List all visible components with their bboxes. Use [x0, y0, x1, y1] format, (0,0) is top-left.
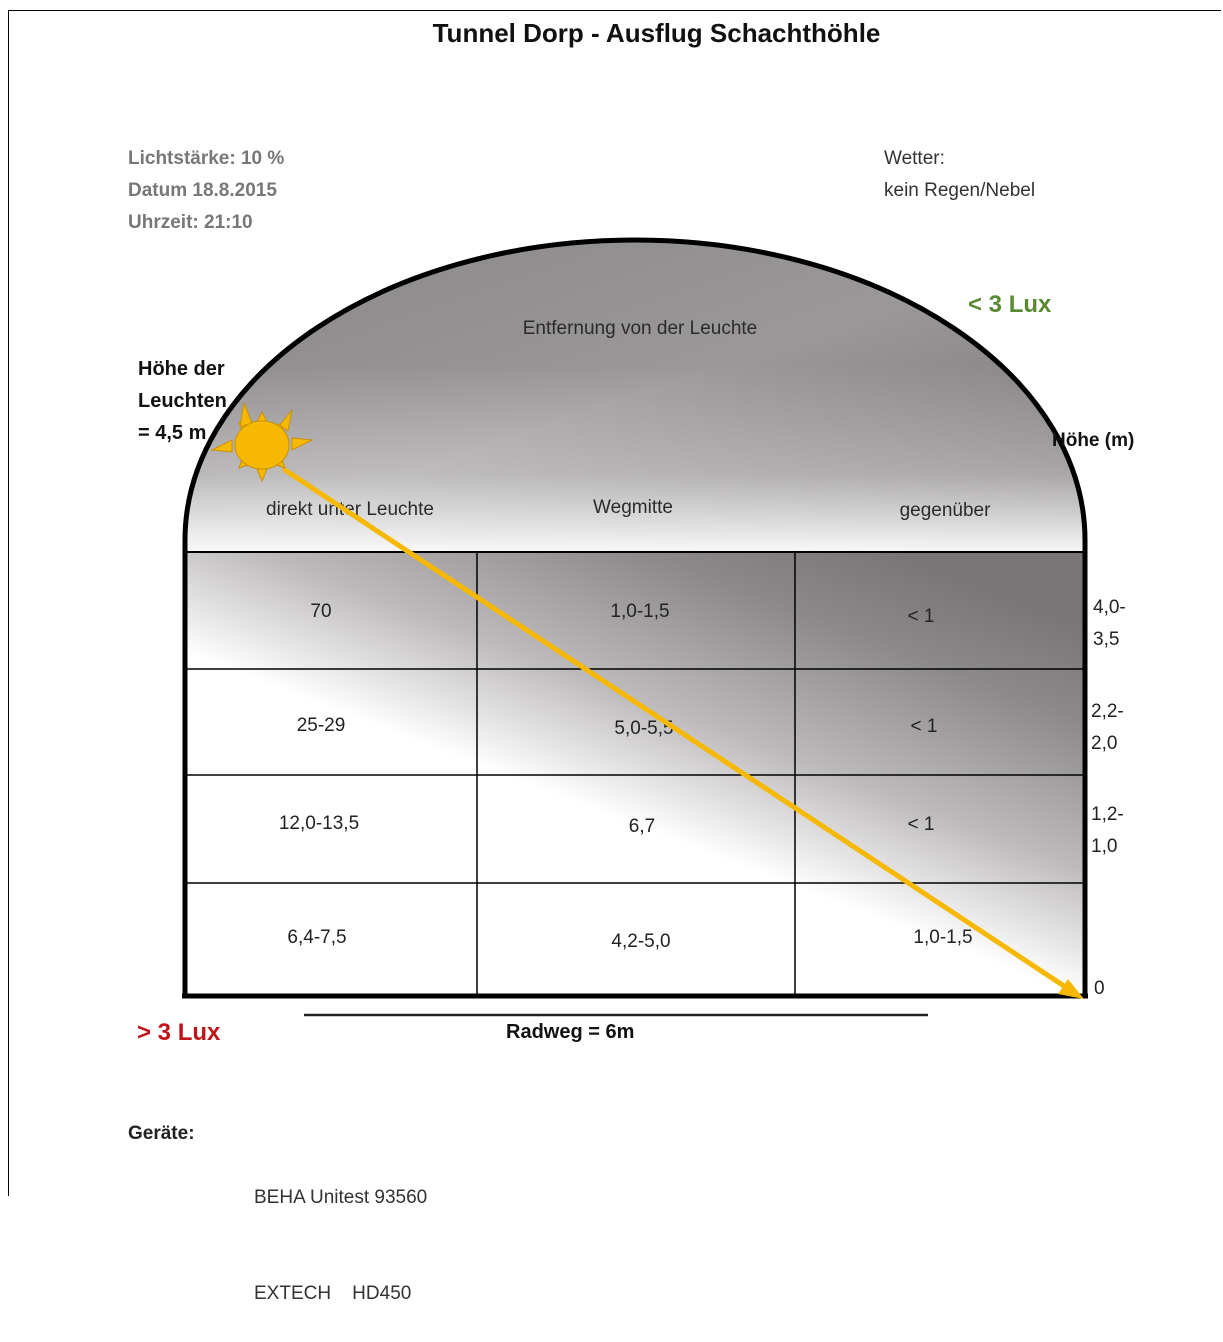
info-uhrzeit: Uhrzeit: 21:10 [128, 212, 253, 233]
lux-low-label: < 3 Lux [968, 291, 1052, 318]
page-title: Tunnel Dorp - Ausflug Schachthöhle [432, 18, 881, 48]
table-cell: 1,0-1,5 [913, 927, 972, 948]
table-cell: 5,0-5,5 [614, 718, 673, 739]
table-cell: < 1 [911, 716, 938, 737]
weather-value: kein Regen/Nebel [884, 180, 1036, 201]
distance-header: Entfernung von der Leuchte [523, 318, 758, 339]
tunnel-diagram: Entfernung von der Leuchte direkt unter … [182, 237, 1088, 1017]
height-value: 1,0 [1091, 836, 1118, 857]
devices-label: Geräte: [128, 1123, 195, 1144]
column-header-path-middle: Wegmitte [593, 497, 673, 518]
lux-high-label: > 3 Lux [137, 1019, 221, 1046]
table-cell: 1,0-1,5 [610, 601, 669, 622]
height-row-1: 4,0- 3,5 [1093, 592, 1126, 656]
height-ground: 0 [1094, 978, 1105, 999]
height-value: 4,0- [1093, 597, 1126, 618]
measurement-grid [182, 540, 1088, 999]
lamp-height-line-1: Höhe der [138, 358, 225, 380]
page-frame [8, 10, 1221, 1196]
radweg-label: Radweg = 6m [506, 1021, 635, 1043]
tunnel-arch [182, 237, 1088, 552]
lamp-height-label: Höhe der Leuchten = 4,5 m [138, 353, 227, 449]
device-item: EXTECH HD450 [254, 1283, 412, 1304]
table-cell: 6,7 [629, 816, 655, 837]
height-value: 3,5 [1093, 629, 1120, 650]
table-cell: 4,2-5,0 [611, 931, 670, 952]
table-cells: 70 1,0-1,5 < 1 25-29 5,0-5,5 < 1 12,0-13… [279, 601, 973, 952]
column-header-opposite: gegenüber [900, 500, 992, 521]
lamp-height-line-3: = 4,5 m [138, 422, 207, 444]
table-cell: 70 [310, 601, 331, 622]
height-value: 1,2- [1091, 804, 1124, 825]
info-block: Lichtstärke: 10 % Datum 18.8.2015 Uhrzei… [128, 143, 284, 239]
table-cell: 6,4-7,5 [287, 927, 346, 948]
height-value: 2,0 [1091, 733, 1118, 754]
weather-label: Wetter: [884, 148, 945, 169]
weather-block: Wetter: kein Regen/Nebel [884, 143, 1035, 207]
column-header-under-lamp: direkt unter Leuchte [266, 499, 434, 520]
info-lichtstaerke: Lichtstärke: 10 % [128, 148, 285, 169]
device-item: BEHA Unitest 93560 [254, 1187, 428, 1208]
devices-list: BEHA Unitest 93560 EXTECH HD450 [254, 1118, 427, 1342]
info-datum: Datum 18.8.2015 [128, 180, 277, 201]
lamp-height-line-2: Leuchten [138, 390, 227, 412]
height-row-2: 2,2- 2,0 [1091, 696, 1124, 760]
height-value: 2,2- [1091, 701, 1124, 722]
sun-icon [210, 401, 314, 483]
light-ray-arrow [282, 467, 1084, 999]
table-cell: < 1 [908, 606, 935, 627]
height-axis-title: Höhe (m) [1052, 430, 1135, 451]
table-cell: < 1 [908, 814, 935, 835]
height-row-3: 1,2- 1,0 [1091, 799, 1124, 863]
table-cell: 12,0-13,5 [279, 813, 359, 834]
table-cell: 25-29 [297, 715, 346, 736]
